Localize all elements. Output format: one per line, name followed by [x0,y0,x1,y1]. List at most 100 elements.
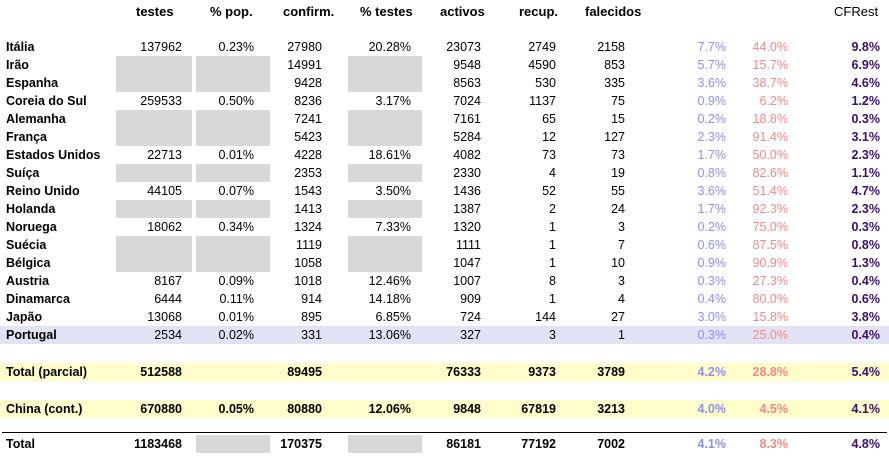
country-name: Suíça [6,166,40,180]
cell-recup: 4 [549,166,556,180]
cell-testes [116,74,182,92]
country-name: França [6,130,47,144]
cell-ptestes: 18.61% [368,148,411,162]
cell-cfrest: 2.3% [851,202,881,216]
country-name: Alemanha [6,112,66,126]
cell-recup: 530 [535,76,556,90]
empty-cell [196,74,270,92]
country-name: Itália [6,40,35,54]
cell-recup: 1 [549,256,556,270]
cell-testes: 512588 [140,365,182,379]
table-row: Espanha 9428 8563 530 335 3.6% 38.7% 4.6% [0,74,889,92]
cell-falecidos: 7 [618,238,625,252]
cell-pop [196,363,254,381]
cell-p2: 80.0% [752,292,788,306]
cell-testes: 22713 [147,148,182,162]
cell-cfrest: 1.3% [851,256,881,270]
cell-cfrest: 2.3% [851,148,881,162]
table-row: Coreia do Sul 259533 0.50% 8236 3.17% 7024 113… [0,92,889,110]
cell-confirm: 895 [301,310,322,324]
cell-p2: 44.0% [752,40,788,54]
cell-confirm: 1413 [294,202,322,216]
cell-ptestes [348,74,411,92]
cell-ptestes [348,128,411,146]
empty-cell [116,56,192,74]
cell-p1: 0.9% [697,256,727,270]
cell-cfrest: 9.8% [851,40,881,54]
cell-falecidos: 24 [611,202,625,216]
cell-falecidos: 3213 [597,402,625,416]
empty-cell [196,128,270,146]
table-row: Irão 14991 9548 4590 853 5.7% 15.7% 6.9% [0,56,889,74]
table-row: Austria 8167 0.09% 1018 12.46% 1007 8 3 0.3% 27.3… [0,272,889,290]
cell-testes: 13068 [147,310,182,324]
country-name: Suécia [6,238,47,252]
cell-p2: 51.4% [752,184,788,198]
cell-p1: 0.4% [697,292,727,306]
cell-recup: 1 [549,220,556,234]
cell-ptestes [348,363,411,381]
cell-p2: 38.7% [752,76,788,90]
cell-testes: 6444 [154,292,182,306]
cell-cfrest: 4.8% [851,437,881,451]
cell-falecidos: 853 [604,58,625,72]
country-name: Irão [6,58,29,72]
cell-activos: 909 [460,292,481,306]
cell-confirm: 14991 [287,58,322,72]
empty-cell [116,128,192,146]
cell-falecidos: 4 [618,292,625,306]
empty-cell [348,110,422,128]
cell-confirm: 170375 [280,437,322,451]
cell-falecidos: 1 [618,328,625,342]
cell-pop: 0.01% [218,310,254,324]
cell-p1: 0.3% [697,328,727,342]
cell-ptestes: 20.28% [368,40,411,54]
empty-cell [116,200,192,218]
cell-recup: 77192 [521,437,556,451]
cell-ptestes [348,236,411,254]
empty-cell [116,74,192,92]
header-ptestes: % testes [360,4,413,19]
cell-falecidos: 127 [604,130,625,144]
cell-recup: 4590 [528,58,556,72]
cell-p2: 28.8% [752,365,788,379]
cell-cfrest: 4.7% [851,184,881,198]
cell-falecidos: 10 [611,256,625,270]
cell-p1: 3.6% [697,184,727,198]
cell-cfrest: 0.3% [851,112,881,126]
cell-p1: 0.9% [697,94,727,108]
cell-pop [196,435,254,453]
cell-cfrest: 1.1% [851,166,881,180]
cell-cfrest: 1.2% [851,94,881,108]
empty-cell [196,56,270,74]
country-name: Holanda [6,202,56,216]
cell-pop [196,200,254,218]
cell-activos: 4082 [453,148,481,162]
cell-recup: 1 [549,238,556,252]
cell-confirm: 8236 [294,94,322,108]
cell-pop: 0.23% [218,40,254,54]
empty-cell [196,200,270,218]
cell-confirm: 89495 [287,365,322,379]
table-row-portugal: Portugal 2534 0.02% 331 13.06% 327 3 1 0.3% 25.0%… [0,326,889,344]
table-row: Dinamarca 6444 0.11% 914 14.18% 909 1 4 0.4% 80.0… [0,290,889,308]
country-name: Noruega [6,220,57,234]
country-name: Total [6,437,35,451]
cell-p2: 18.8% [752,112,788,126]
total-divider [2,432,887,433]
cell-p1: 2.3% [697,130,727,144]
cell-testes: 1183468 [134,437,182,451]
cell-ptestes [348,164,411,182]
cell-p2: 91.4% [752,130,788,144]
cell-activos: 1320 [453,220,481,234]
table-row: Suíça 2353 2330 4 19 0.8% 82.6% 1.1% [0,164,889,182]
cell-confirm: 1324 [294,220,322,234]
cell-pop: 0.11% [219,292,254,306]
cell-ptestes: 7.33% [375,220,411,234]
cell-testes [116,56,182,74]
cell-activos: 86181 [446,437,481,451]
cell-ptestes [348,56,411,74]
cell-activos: 1007 [453,274,481,288]
country-name: Bélgica [6,256,51,270]
cell-ptestes: 3.17% [375,94,411,108]
